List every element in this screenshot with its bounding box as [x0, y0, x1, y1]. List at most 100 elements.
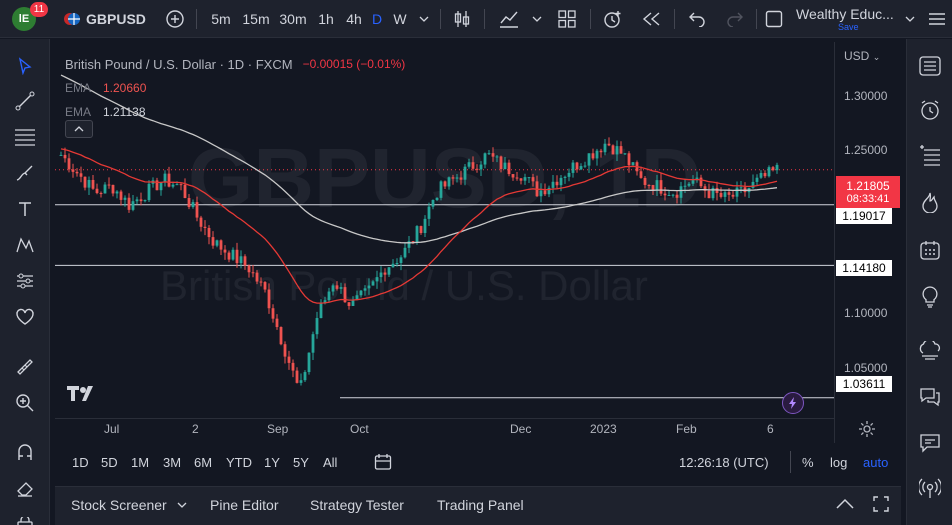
- tradingview-logo-icon[interactable]: [66, 384, 100, 402]
- alerts-clock-icon[interactable]: [915, 95, 945, 125]
- templates-icon[interactable]: [554, 0, 580, 38]
- range-5d[interactable]: 5D: [101, 455, 118, 470]
- candle-down: [659, 180, 663, 194]
- range-6m[interactable]: 6M: [194, 455, 213, 470]
- range-ytd[interactable]: YTD: [226, 455, 252, 470]
- interval-w[interactable]: W: [393, 11, 407, 27]
- range-1m[interactable]: 1M: [131, 455, 150, 470]
- trading-panel-tab[interactable]: Trading Panel: [437, 497, 524, 513]
- strategy-tester-tab[interactable]: Strategy Tester: [310, 497, 404, 513]
- candle-down: [251, 272, 255, 274]
- watchlist-icon[interactable]: [915, 51, 945, 81]
- interval-30m[interactable]: 30m: [279, 11, 307, 27]
- signal-broadcast-icon[interactable]: [915, 473, 945, 503]
- candle-up: [623, 153, 627, 155]
- brush-icon[interactable]: [10, 158, 40, 188]
- ruler-icon[interactable]: [10, 352, 40, 382]
- ema-slow-value: 1.21138: [103, 105, 146, 119]
- indicators-icon[interactable]: [496, 0, 522, 38]
- hotlists-icon[interactable]: [915, 187, 945, 217]
- interval-4h[interactable]: 4h: [346, 11, 362, 27]
- cursor-icon[interactable]: [10, 51, 40, 81]
- undo-icon[interactable]: [684, 0, 710, 38]
- zoom-icon[interactable]: [10, 388, 40, 418]
- candle-down: [651, 185, 655, 191]
- candle-up: [331, 285, 335, 292]
- candle-down: [731, 194, 735, 197]
- chevron-down-icon[interactable]: [177, 502, 187, 508]
- percent-scale-toggle[interactable]: %: [802, 455, 814, 470]
- stock-screener-tab[interactable]: Stock Screener: [71, 497, 167, 513]
- redo-icon[interactable]: [722, 0, 748, 38]
- candle-down: [127, 197, 131, 210]
- candle-down: [179, 184, 183, 186]
- ideas-lightbulb-icon[interactable]: [915, 282, 945, 312]
- fib-retracement-icon[interactable]: [10, 122, 40, 152]
- interval-15m[interactable]: 15m: [242, 11, 270, 27]
- candle-down: [243, 256, 247, 266]
- date-range-icon[interactable]: [374, 453, 392, 471]
- maximize-icon[interactable]: [873, 496, 889, 512]
- calendar-icon[interactable]: [915, 235, 945, 265]
- interval-dropdown-icon[interactable]: [414, 0, 434, 38]
- candle-down: [647, 184, 651, 186]
- candle-down: [347, 302, 351, 306]
- symbol-search[interactable]: GBPUSD: [86, 11, 146, 27]
- chevron-up-icon[interactable]: [836, 498, 854, 510]
- pine-editor-tab[interactable]: Pine Editor: [210, 497, 279, 513]
- time-axis[interactable]: [55, 418, 835, 443]
- indicators-dropdown-icon[interactable]: [528, 0, 546, 38]
- add-symbol-icon[interactable]: [162, 0, 188, 38]
- candle-down: [155, 180, 159, 191]
- interval-d[interactable]: D: [371, 11, 383, 27]
- alert-icon[interactable]: [600, 0, 626, 38]
- candle-type-icon[interactable]: [450, 0, 474, 38]
- data-window-icon[interactable]: [915, 141, 945, 171]
- log-scale-toggle[interactable]: log: [830, 455, 848, 470]
- save-label[interactable]: Save: [838, 22, 859, 32]
- candle-down: [515, 177, 519, 179]
- flash-icon[interactable]: [782, 392, 804, 414]
- notifications-icon[interactable]: [915, 428, 945, 458]
- chats-icon[interactable]: [915, 382, 945, 412]
- auto-scale-toggle[interactable]: auto: [863, 455, 889, 470]
- candle-up: [391, 263, 395, 268]
- candle-down: [719, 192, 723, 197]
- layout-name[interactable]: Wealthy Educ... Save: [796, 0, 896, 38]
- candle-down: [663, 193, 667, 196]
- layout-icon[interactable]: [762, 0, 786, 38]
- prediction-icon[interactable]: [10, 266, 40, 296]
- time-label: Jul: [104, 422, 120, 436]
- price-scale[interactable]: [834, 42, 901, 443]
- candle-up: [387, 267, 391, 275]
- range-3m[interactable]: 3M: [163, 455, 182, 470]
- interval-1h[interactable]: 1h: [318, 11, 334, 27]
- magnet-icon[interactable]: [10, 437, 40, 467]
- collapse-legend-button[interactable]: [65, 120, 93, 138]
- currency-selector[interactable]: USD ⌄: [844, 49, 880, 63]
- range-1d[interactable]: 1D: [72, 455, 89, 470]
- chart-settings-icon[interactable]: [858, 420, 876, 438]
- candle-down: [771, 167, 775, 171]
- lock-icon[interactable]: [10, 509, 40, 525]
- clock-timezone[interactable]: 12:26:18 (UTC): [679, 455, 769, 470]
- trend-line-icon[interactable]: [10, 86, 40, 116]
- pattern-icon[interactable]: [10, 230, 40, 260]
- eraser-icon[interactable]: [10, 473, 40, 503]
- streams-icon[interactable]: [915, 336, 945, 366]
- price-chart[interactable]: [55, 42, 835, 418]
- menu-icon[interactable]: [926, 0, 948, 38]
- range-1y[interactable]: 1Y: [264, 455, 280, 470]
- candle-up: [311, 334, 315, 353]
- heart-icon[interactable]: [10, 302, 40, 332]
- text-icon[interactable]: [10, 194, 40, 224]
- range-5y[interactable]: 5Y: [293, 455, 309, 470]
- chart-pane[interactable]: [55, 42, 901, 443]
- price-tick: 1.30000: [844, 89, 888, 103]
- candle-down: [211, 237, 215, 246]
- range-all[interactable]: All: [323, 455, 338, 470]
- layout-dropdown-icon[interactable]: [900, 0, 920, 38]
- candle-down: [411, 241, 415, 243]
- replay-icon[interactable]: [638, 0, 664, 38]
- interval-5m[interactable]: 5m: [211, 11, 231, 27]
